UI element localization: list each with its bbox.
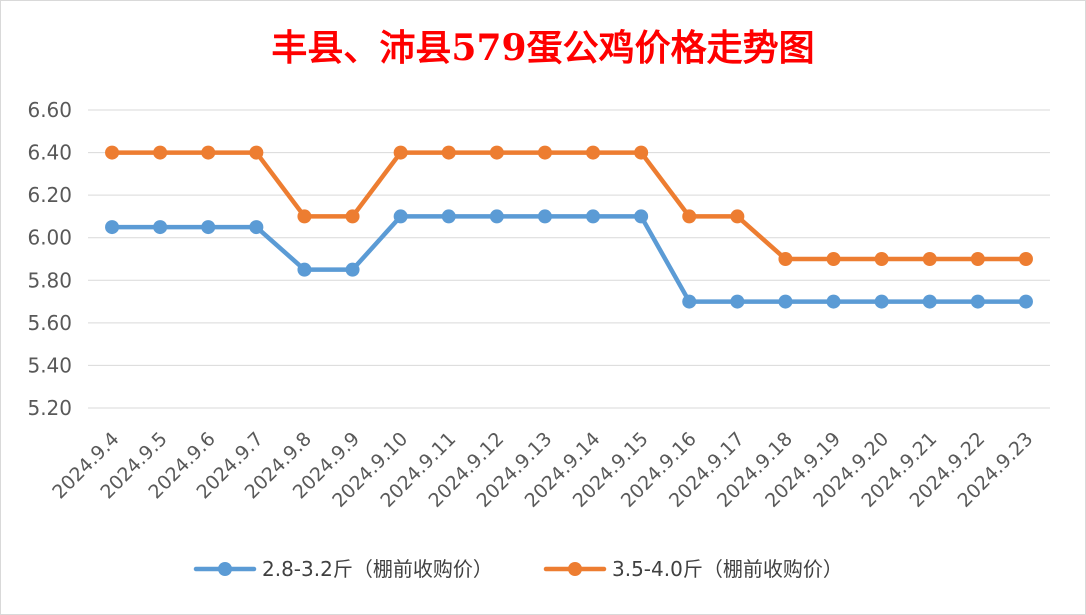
data-point <box>201 145 216 160</box>
data-point <box>537 209 552 224</box>
y-tick-label: 6.60 <box>27 98 72 122</box>
data-point <box>730 209 745 224</box>
data-point <box>249 220 264 235</box>
data-point <box>634 145 649 160</box>
data-point <box>201 220 216 235</box>
series-2 <box>105 145 1033 266</box>
series-1 <box>105 209 1033 309</box>
y-tick-label: 5.80 <box>27 268 72 292</box>
series-line <box>109 214 1029 304</box>
data-point <box>489 145 504 160</box>
data-point <box>970 294 985 309</box>
data-point <box>778 294 793 309</box>
data-point <box>393 209 408 224</box>
legend: 2.8-3.2斤（棚前收购价） 3.5-4.0斤（棚前收购价） <box>193 557 843 581</box>
data-point <box>537 145 552 160</box>
data-point <box>297 209 312 224</box>
data-point <box>778 252 793 266</box>
data-point <box>345 262 360 277</box>
data-point <box>105 220 120 235</box>
data-point <box>922 294 937 309</box>
data-point <box>441 209 456 224</box>
chart-title: 丰县、沛县579蛋公鸡价格走势图 <box>271 27 814 69</box>
data-point <box>345 209 360 224</box>
y-tick-label: 5.60 <box>27 311 72 335</box>
legend-label: 2.8-3.2斤（棚前收购价） <box>262 557 493 581</box>
data-point <box>105 145 120 160</box>
data-point <box>730 294 745 309</box>
data-point <box>970 252 985 266</box>
legend-item: 2.8-3.2斤（棚前收购价） <box>193 557 493 581</box>
y-tick-label: 6.20 <box>27 183 72 207</box>
legend-marker <box>568 562 582 576</box>
data-point <box>249 145 264 160</box>
y-tick-label: 5.40 <box>27 353 72 377</box>
data-point <box>393 145 408 160</box>
data-point <box>297 262 312 277</box>
data-point <box>1018 252 1033 266</box>
data-point <box>1018 294 1033 309</box>
series-line <box>109 150 1029 262</box>
y-tick-label: 5.20 <box>27 396 72 420</box>
data-point <box>922 252 937 266</box>
data-point <box>153 145 168 160</box>
legend-item: 3.5-4.0斤（棚前收购价） <box>543 557 843 581</box>
y-axis-ticks: 5.20 5.40 5.60 5.80 6.00 6.20 6.40 6.60 <box>27 98 72 420</box>
data-point <box>489 209 504 224</box>
series-layer <box>105 145 1033 309</box>
data-point <box>874 294 889 309</box>
data-point <box>826 252 841 266</box>
y-tick-label: 6.00 <box>27 226 72 250</box>
data-point <box>874 252 889 266</box>
data-point <box>586 145 601 160</box>
data-point <box>682 294 697 309</box>
legend-label: 3.5-4.0斤（棚前收购价） <box>612 557 843 581</box>
y-tick-label: 6.40 <box>27 141 72 165</box>
data-point <box>441 145 456 160</box>
data-point <box>586 209 601 224</box>
legend-marker <box>218 562 232 576</box>
data-point <box>153 220 168 235</box>
data-point <box>826 294 841 309</box>
data-point <box>682 209 697 224</box>
data-point <box>634 209 649 224</box>
